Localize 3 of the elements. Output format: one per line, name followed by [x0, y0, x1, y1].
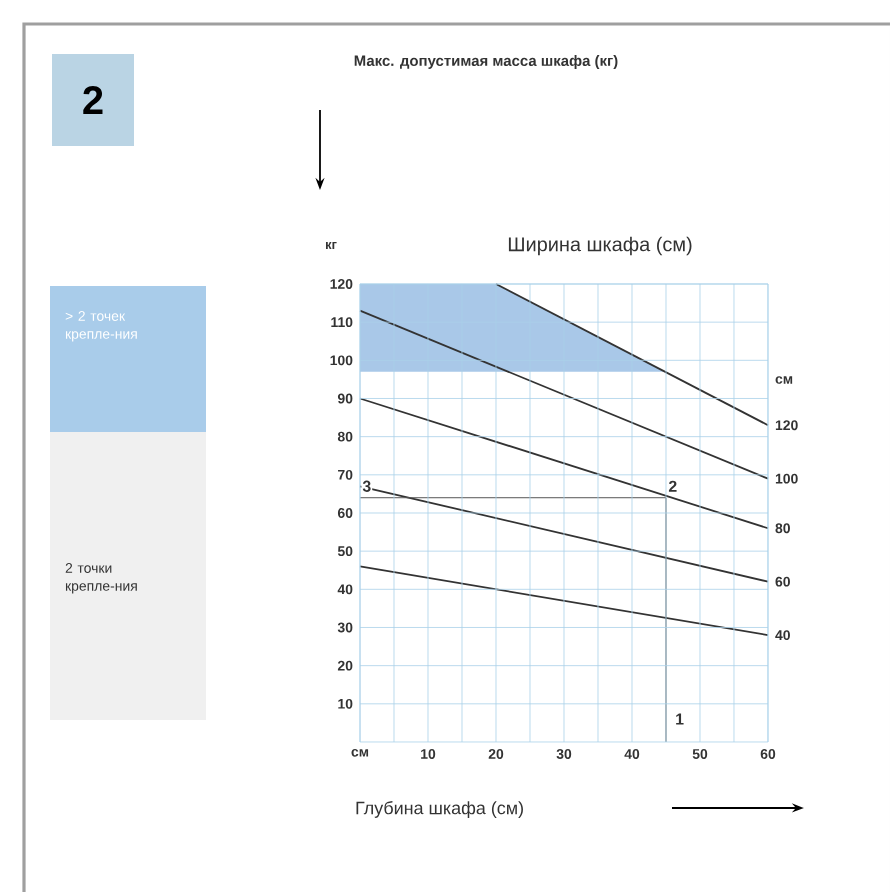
text: 2	[83, 86, 103, 114]
legend-title: Ширина шкафа (см)	[508, 236, 692, 256]
x-axis-title: Глубина шкафа (см)	[356, 801, 523, 818]
